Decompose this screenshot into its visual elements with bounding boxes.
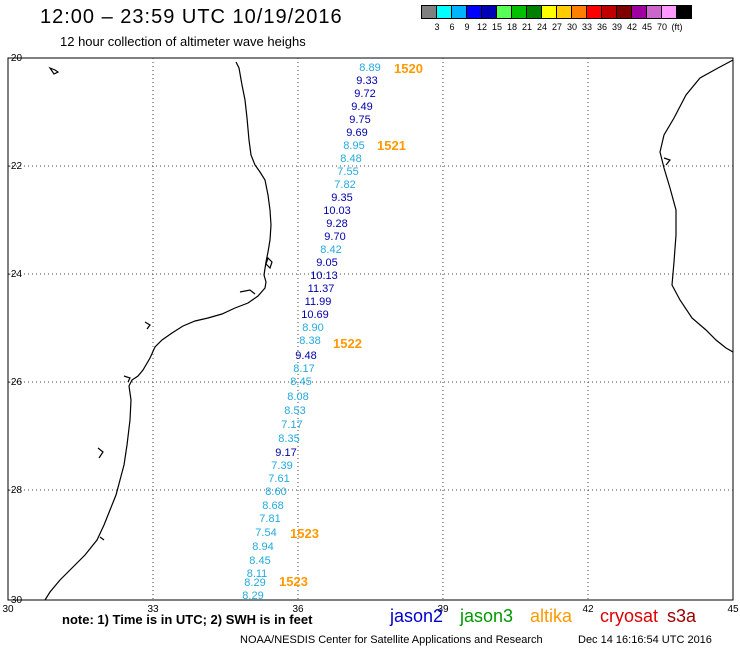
swh-value: 7.61: [268, 473, 289, 485]
swh-value: 9.17: [275, 447, 296, 459]
swh-value: 9.33: [356, 75, 377, 87]
legend-altika: altika: [530, 606, 573, 626]
pass-number: 1522: [333, 336, 362, 351]
swh-value: 8.48: [340, 153, 361, 165]
swh-value: 8.45: [290, 376, 311, 388]
legend-s3a: s3a: [667, 606, 697, 626]
color-scale-label: 18: [506, 22, 517, 32]
swh-value: 8.89: [359, 62, 380, 74]
swh-value: 7.39: [271, 460, 292, 472]
swh-value: 8.60: [265, 486, 286, 498]
note-text: note: 1) Time is in UTC; 2) SWH is in fe…: [62, 612, 313, 627]
swh-value: 8.29: [244, 577, 265, 589]
timestamp-text: Dec 14 16:16:54 UTC 2016: [578, 634, 712, 646]
swh-value: 8.29: [242, 590, 263, 602]
latitude-labels: -20 -22 -24 -26 -28 -30: [8, 53, 23, 606]
longitude-label: 30: [2, 604, 14, 615]
color-scale-label: (ft): [671, 22, 683, 32]
latitude-label: -24: [8, 269, 23, 280]
color-scale-label: 9: [464, 22, 470, 32]
swh-value: 10.13: [310, 270, 338, 282]
coastline-africa: [44, 61, 273, 601]
swh-value: 8.94: [252, 541, 273, 553]
pass-number: 1520: [394, 61, 423, 76]
swh-value: 7.81: [259, 513, 280, 525]
color-scale-label: 21: [521, 22, 532, 32]
color-scale-label: 45: [641, 22, 652, 32]
swh-value: 9.35: [331, 192, 352, 204]
legend-cryosat: cryosat: [600, 606, 659, 626]
latitude-label: -26: [8, 377, 23, 388]
longitude-labels: 30 33 36 39 42 45: [2, 604, 739, 615]
pass-number: 1523: [290, 526, 319, 541]
swh-value: 8.35: [278, 433, 299, 445]
pass-number: 1521: [377, 138, 406, 153]
coastline-madagascar: [659, 59, 734, 353]
swh-measurements: 8.899.339.729.499.759.698.958.487.557.82…: [242, 62, 380, 602]
longitude-label: 36: [292, 604, 304, 615]
swh-value: 11.37: [308, 283, 335, 295]
swh-value: 8.42: [320, 244, 341, 256]
longitude-label: 33: [147, 604, 159, 615]
swh-value: 9.75: [349, 114, 370, 126]
swh-value: 7.82: [334, 179, 355, 191]
color-scale-label: 15: [491, 22, 502, 32]
longitude-label: 42: [582, 604, 594, 615]
swh-value: 10.03: [323, 205, 351, 217]
color-scale-label: 12: [476, 22, 487, 32]
latitude-label: -30: [8, 595, 23, 606]
color-scale-label: 6: [449, 22, 455, 32]
color-scale-label: 39: [611, 22, 622, 32]
latitude-label: -28: [8, 485, 23, 496]
swh-value: 8.17: [293, 363, 314, 375]
color-scale-labels: 3 6 9 12 15 18 21 24 27 30 33 36 39 42 45 70 (ft): [421, 22, 740, 34]
latitude-label: -20: [8, 53, 23, 64]
swh-value: 8.45: [249, 555, 270, 567]
swh-value: 7.55: [337, 166, 358, 178]
swh-value: 7.54: [255, 527, 276, 539]
map-grid: [8, 58, 733, 600]
swh-value: 11.99: [305, 296, 332, 308]
swh-value: 9.70: [324, 231, 345, 243]
longitude-label: 39: [437, 604, 449, 615]
legend-jason3: jason3: [460, 606, 514, 626]
swh-value: 8.08: [287, 391, 308, 403]
swh-value: 9.48: [295, 350, 316, 362]
swh-value: 8.38: [299, 335, 320, 347]
swh-value: 8.11: [247, 568, 268, 580]
color-scale: [421, 5, 692, 19]
legend-jason2: jason2: [390, 606, 444, 626]
page-subtitle: 12 hour collection of altimeter wave hei…: [60, 34, 306, 49]
pass-number: 1523: [279, 574, 308, 589]
credit-text: NOAA/NESDIS Center for Satellite Applica…: [240, 634, 543, 646]
color-scale-label: 36: [596, 22, 607, 32]
swh-value: 8.53: [284, 405, 305, 417]
color-swatch: [676, 5, 692, 19]
longitude-label: 45: [727, 604, 739, 615]
page-title: 12:00 – 23:59 UTC 10/19/2016: [40, 6, 343, 28]
color-scale-label: 3: [434, 22, 440, 32]
color-scale-label: 33: [581, 22, 592, 32]
swh-value: 9.49: [351, 101, 372, 113]
swh-value: 8.90: [302, 322, 323, 334]
color-scale-label: 24: [536, 22, 547, 32]
color-scale-label: 27: [551, 22, 562, 32]
swh-value: 9.69: [346, 127, 367, 139]
swh-value: 7.17: [281, 419, 302, 431]
swh-value: 9.72: [354, 88, 375, 100]
swh-value: 8.68: [262, 500, 283, 512]
latitude-label: -22: [8, 161, 23, 172]
swh-value: 10.69: [301, 309, 329, 321]
swh-value: 9.05: [316, 257, 337, 269]
swh-value: 8.95: [343, 140, 364, 152]
pass-labels: 1520 1521 1522 1523 1523: [279, 61, 423, 589]
color-scale-label: 42: [626, 22, 637, 32]
map-frame: [7, 57, 734, 601]
color-scale-label: 70: [656, 22, 667, 32]
color-scale-label: 30: [566, 22, 577, 32]
swh-value: 9.28: [326, 218, 347, 230]
